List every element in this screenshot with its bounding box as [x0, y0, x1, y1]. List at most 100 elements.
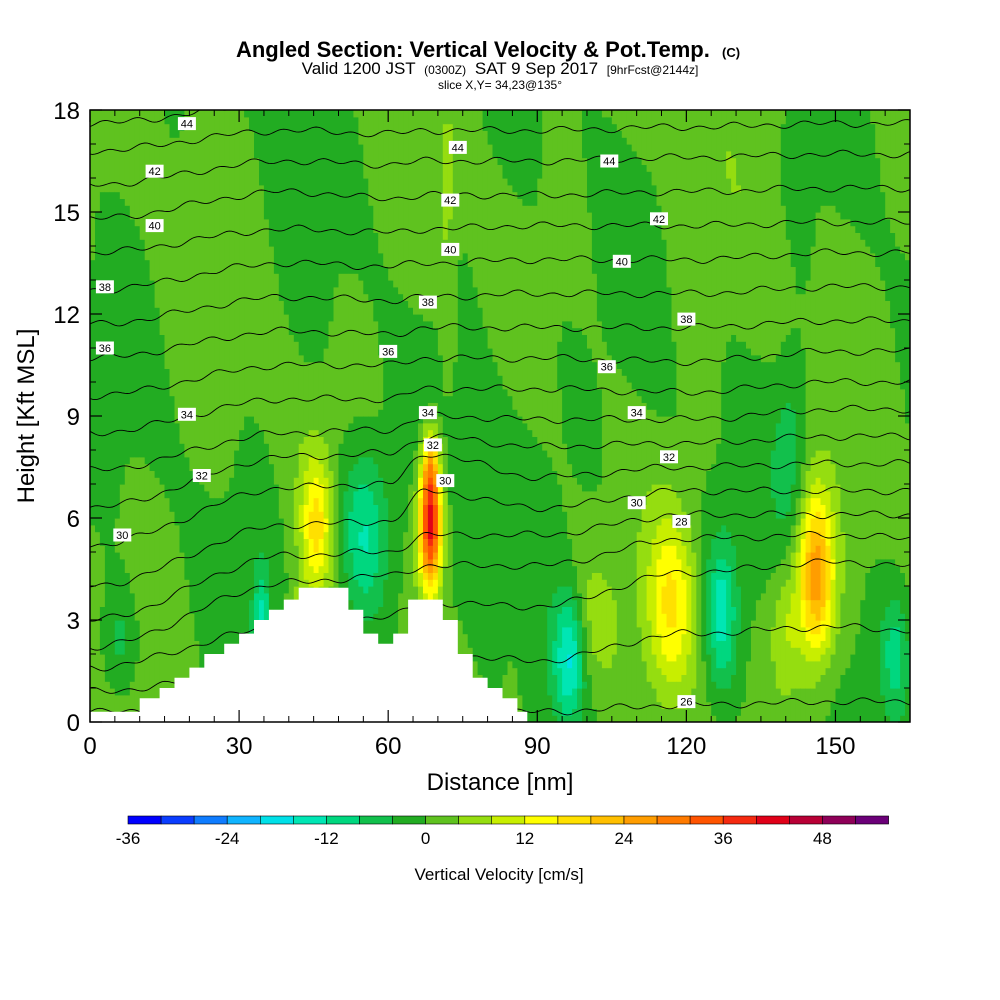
velocity-cell — [318, 110, 325, 363]
velocity-cell — [423, 456, 429, 465]
velocity-cell — [373, 320, 379, 417]
velocity-cell — [582, 334, 588, 492]
isentrope-label-text: 30 — [631, 498, 643, 510]
velocity-cell — [164, 497, 171, 722]
velocity-cell — [800, 110, 807, 295]
velocity-cell — [104, 191, 111, 682]
velocity-cell — [418, 422, 424, 444]
velocity-cell — [432, 484, 439, 505]
velocity-cell — [611, 110, 618, 125]
velocity-cell — [696, 110, 702, 722]
velocity-cell — [244, 416, 250, 722]
velocity-cell — [119, 198, 126, 485]
velocity-cell — [204, 490, 210, 696]
velocity-cell — [318, 538, 325, 567]
velocity-cell — [363, 524, 369, 553]
velocity-cell — [522, 422, 528, 722]
velocity-cell — [104, 681, 111, 722]
velocity-cell — [780, 205, 787, 342]
velocity-cell — [95, 531, 101, 722]
velocity-cell — [686, 701, 692, 722]
velocity-cell — [890, 558, 896, 601]
velocity-cell — [711, 572, 717, 648]
velocity-cell — [507, 110, 514, 186]
chart-subtitle: Valid 1200 JST (0300Z) SAT 9 Sep 2017 [9… — [302, 59, 699, 78]
velocity-cell — [497, 164, 504, 376]
velocity-cell — [254, 110, 260, 159]
velocity-cell — [164, 368, 171, 499]
colorbar-swatch — [590, 815, 625, 825]
isentrope-label-text: 40 — [444, 244, 456, 256]
isentrope-label-text: 30 — [116, 530, 128, 542]
isentrope-label: 44 — [600, 154, 619, 168]
velocity-cell — [661, 586, 668, 614]
velocity-cell — [785, 640, 792, 696]
velocity-cell — [174, 110, 181, 138]
velocity-cell — [552, 592, 558, 641]
velocity-cell — [701, 110, 707, 492]
velocity-cell — [606, 116, 613, 356]
chart-title: Angled Section: Vertical Velocity & Pot.… — [236, 37, 740, 62]
velocity-cell — [423, 552, 429, 567]
velocity-cell — [423, 320, 429, 410]
velocity-cell — [537, 110, 543, 179]
velocity-cell — [249, 599, 255, 648]
velocity-cell — [249, 416, 255, 601]
velocity-cell — [363, 178, 369, 295]
isentrope-label: 34 — [418, 406, 437, 420]
velocity-cell — [681, 545, 687, 580]
velocity-cell — [154, 307, 161, 478]
x-axis-label: Distance [nm] — [427, 769, 574, 796]
velocity-cell — [691, 552, 697, 689]
velocity-cell — [666, 110, 673, 288]
velocity-cell — [373, 232, 379, 322]
velocity-cell — [646, 565, 653, 621]
velocity-cell — [681, 579, 687, 635]
subtitle-forecast: [9hrFcst@2144z] — [607, 63, 699, 77]
velocity-cell — [562, 586, 568, 607]
velocity-cell — [726, 341, 732, 533]
velocity-cell — [318, 436, 325, 465]
velocity-cell — [452, 361, 459, 607]
velocity-cell — [815, 599, 822, 621]
velocity-cell — [408, 110, 414, 308]
velocity-cell — [517, 198, 523, 417]
velocity-cell — [626, 382, 633, 722]
isentrope-line — [90, 510, 910, 622]
velocity-cell — [726, 178, 732, 342]
velocity-cell — [487, 348, 494, 689]
colorbar-swatch — [160, 815, 195, 825]
velocity-cell — [890, 232, 896, 329]
velocity-cell — [572, 688, 578, 709]
velocity-cell — [308, 110, 315, 363]
velocity-cell — [800, 654, 807, 689]
velocity-cell — [368, 300, 374, 417]
isentrope-label-text: 42 — [148, 166, 160, 178]
velocity-cell — [358, 110, 364, 145]
velocity-cell — [780, 110, 787, 125]
velocity-cell — [681, 511, 687, 546]
velocity-cell — [427, 422, 434, 431]
velocity-cell — [388, 110, 394, 281]
velocity-cell — [631, 110, 638, 152]
velocity-cell — [810, 518, 817, 533]
velocity-cell — [825, 205, 832, 451]
velocity-cell — [790, 647, 797, 689]
velocity-cell — [109, 688, 116, 722]
velocity-cell — [716, 110, 722, 444]
velocity-cell — [427, 572, 434, 580]
velocity-cell — [90, 259, 96, 526]
velocity-cell — [273, 273, 280, 485]
velocity-cell — [562, 606, 568, 628]
velocity-cell — [840, 218, 846, 533]
isentrope-label-text: 40 — [616, 256, 628, 268]
velocity-cell — [591, 572, 598, 655]
velocity-cell — [423, 538, 429, 553]
velocity-cell — [825, 667, 832, 716]
velocity-cell — [368, 456, 374, 492]
velocity-cell — [875, 157, 881, 267]
velocity-cell — [651, 484, 658, 539]
velocity-cell — [333, 110, 340, 288]
velocity-cell — [442, 490, 449, 567]
